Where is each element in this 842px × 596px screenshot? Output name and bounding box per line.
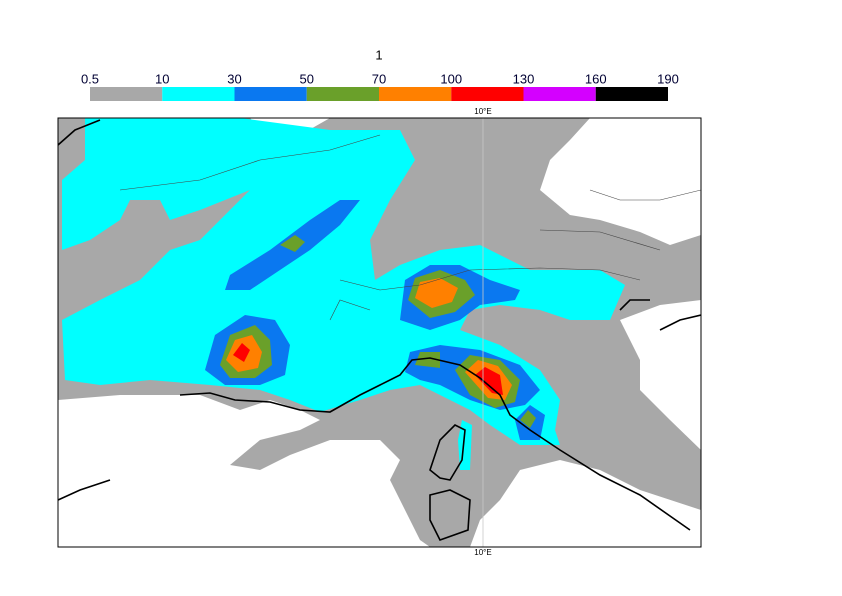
- colorbar-label: 130: [513, 71, 535, 86]
- coastline: [58, 119, 701, 541]
- colorbar-label: 100: [440, 71, 462, 86]
- colorbar-label: 50: [300, 71, 314, 86]
- colorbar-swatch: [162, 87, 235, 101]
- rain-50-70: [520, 410, 536, 428]
- dry-area: [470, 460, 701, 547]
- colorbar: 0.5 10 30 50 70 100 130 160 190: [81, 71, 679, 101]
- rain-50-70: [280, 235, 305, 252]
- longitude-label: 10°E: [474, 107, 491, 116]
- dry-area: [620, 300, 701, 450]
- map-frame: [57, 117, 702, 548]
- dry-area: [58, 395, 430, 547]
- colorbar-label: 10: [155, 71, 169, 86]
- colorbar-swatch: [234, 87, 307, 101]
- colorbar-swatch: [523, 87, 596, 101]
- colorbar-swatch: [90, 87, 163, 101]
- colorbar-swatch: [379, 87, 452, 101]
- colorbar-label: 160: [585, 71, 607, 86]
- rain-100-130: [233, 343, 250, 362]
- colorbar-label: 190: [657, 71, 679, 86]
- precipitation-map: [58, 118, 701, 547]
- border-line: [119, 134, 701, 321]
- rain-100-130: [475, 367, 503, 395]
- colorbar-swatch: [451, 87, 524, 101]
- colorbar-swatch: [595, 87, 668, 101]
- map-title: 1: [375, 47, 382, 62]
- rain-70-100: [415, 278, 458, 308]
- colorbar-swatch: [306, 87, 379, 101]
- dry-area: [540, 118, 701, 245]
- colorbar-label: 70: [372, 71, 386, 86]
- longitude-label: 10°E: [474, 548, 491, 557]
- colorbar-label: 0.5: [81, 71, 99, 86]
- colorbar-label: 30: [227, 71, 241, 86]
